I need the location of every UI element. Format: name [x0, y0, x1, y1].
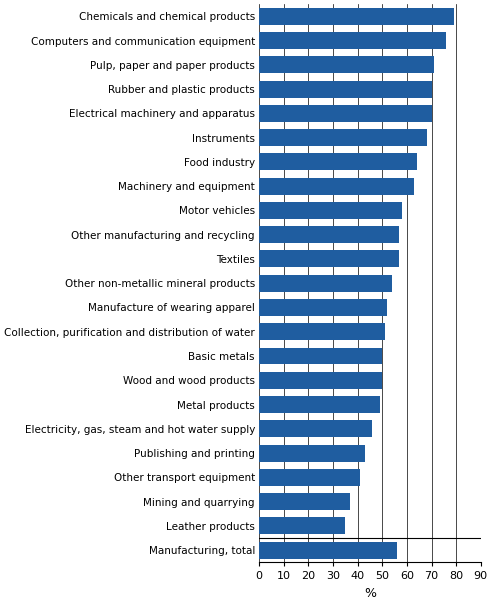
- Bar: [259, 469, 360, 486]
- Bar: [259, 80, 431, 98]
- Bar: [259, 202, 402, 219]
- Bar: [259, 153, 417, 170]
- Bar: [259, 8, 454, 25]
- Bar: [259, 299, 387, 316]
- Bar: [259, 178, 414, 194]
- Bar: [259, 251, 400, 268]
- Bar: [259, 129, 427, 146]
- Bar: [259, 56, 434, 73]
- Bar: [259, 105, 431, 122]
- Bar: [259, 420, 372, 437]
- Bar: [259, 542, 397, 559]
- Bar: [259, 275, 392, 292]
- Bar: [259, 396, 380, 413]
- Bar: [259, 347, 382, 364]
- X-axis label: %: %: [364, 587, 376, 600]
- Bar: [259, 518, 345, 535]
- Bar: [259, 372, 382, 389]
- Bar: [259, 32, 446, 49]
- Bar: [259, 226, 400, 243]
- Bar: [259, 445, 365, 461]
- Bar: [259, 493, 350, 510]
- Bar: [259, 323, 385, 340]
